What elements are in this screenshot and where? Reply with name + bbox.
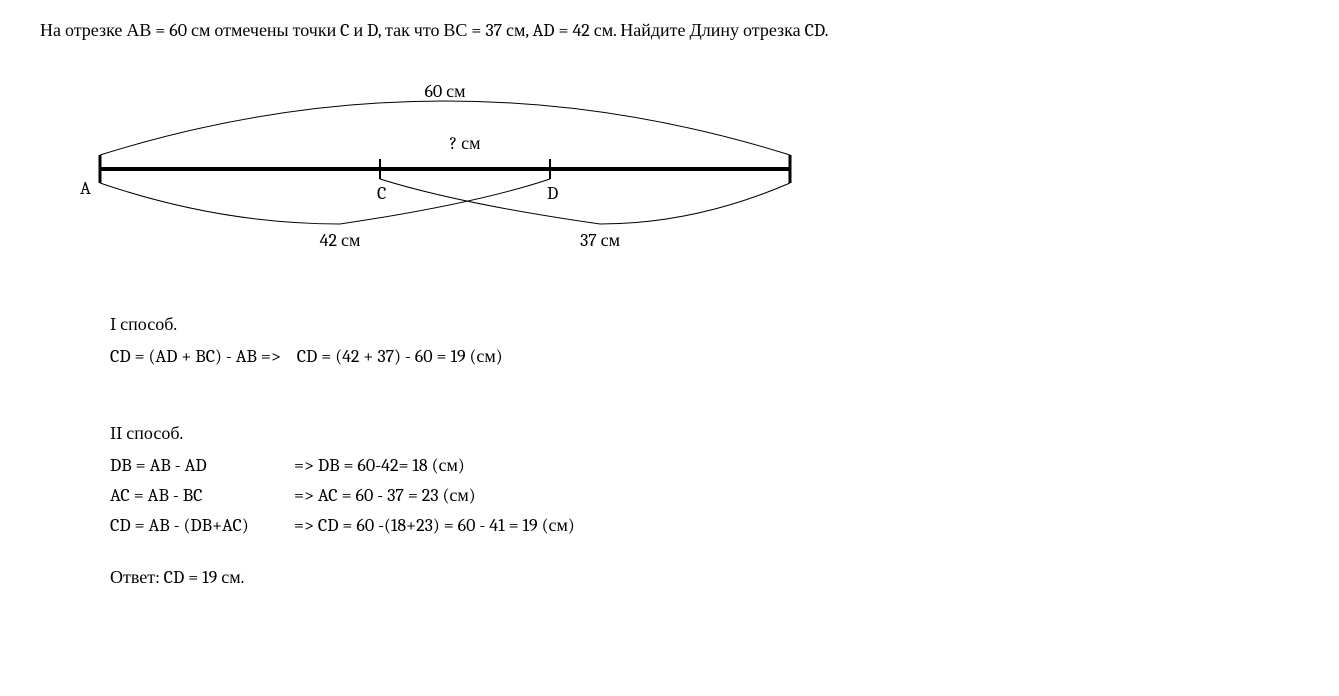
- method1-equation: CD = (AD + BC) - AB => CD = (42 + 37) - …: [110, 343, 1299, 370]
- method2-line1: DB = AB - AD => DB = 60-42= 18 (см): [110, 452, 1299, 479]
- method2-line3: CD = AB - (DB+AC) => CD = 60 -(18+23) = …: [110, 512, 1299, 539]
- svg-text:D: D: [547, 183, 558, 204]
- svg-text:A: A: [80, 178, 91, 199]
- method1-formula: CD = (AD + BC) - AB =>: [110, 346, 281, 367]
- method2-line2-left: AC = AB - BC: [110, 482, 290, 509]
- svg-text:C: C: [377, 183, 386, 204]
- answer: Ответ: CD = 19 см.: [110, 564, 1299, 591]
- method2-line1-right: => DB = 60-42= 18 (см): [294, 455, 465, 476]
- solution-block: I способ. CD = (AD + BC) - AB => CD = (4…: [40, 311, 1299, 591]
- problem-text: На отрезке АВ = 60 см отмечены точки C и…: [40, 20, 828, 41]
- problem-statement: На отрезке АВ = 60 см отмечены точки C и…: [40, 20, 1299, 41]
- method2-line3-right: => CD = 60 -(18+23) = 60 - 41 = 19 (см): [294, 515, 575, 536]
- method2-line3-left: CD = AB - (DB+AC): [110, 512, 290, 539]
- method1-title: I способ.: [110, 311, 1299, 338]
- diagram-svg: 60 см? см42 см37 смABCD: [40, 81, 800, 281]
- svg-text:60 см: 60 см: [424, 81, 465, 102]
- geometry-diagram: 60 см? см42 см37 смABCD: [40, 81, 800, 281]
- method2-title: II способ.: [110, 420, 1299, 447]
- svg-text:? см: ? см: [450, 133, 481, 154]
- svg-text:37 см: 37 см: [580, 230, 620, 251]
- svg-text:42 см: 42 см: [320, 230, 361, 251]
- method2-line2: AC = AB - BC => AC = 60 - 37 = 23 (см): [110, 482, 1299, 509]
- method2-line1-left: DB = AB - AD: [110, 452, 290, 479]
- method2-line2-right: => AC = 60 - 37 = 23 (см): [294, 485, 476, 506]
- method1-calc: CD = (42 + 37) - 60 = 19 (см): [297, 346, 503, 367]
